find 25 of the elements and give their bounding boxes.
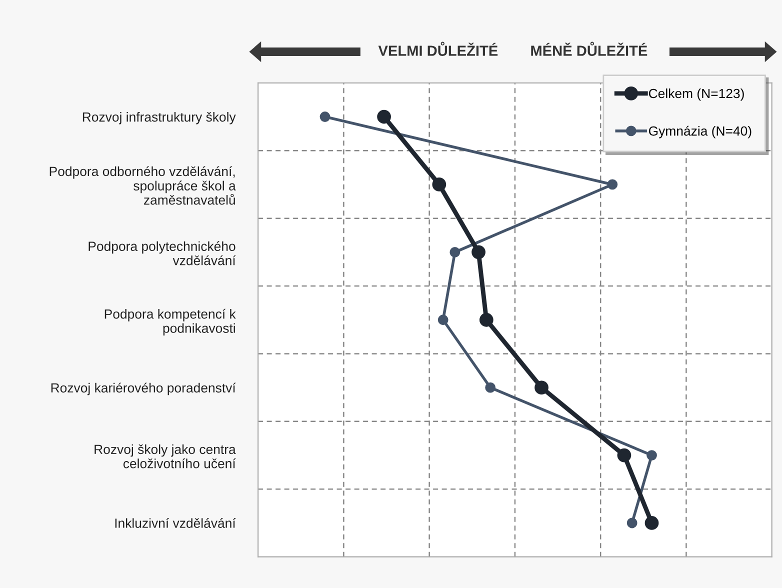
point (617, 448, 632, 462)
legend-label: Gymnázia (N=40) (648, 126, 752, 138)
point (472, 245, 486, 260)
point (320, 112, 330, 122)
point (438, 314, 448, 326)
y-tick-label: Rozvoj školy jako centra celoživotního učení (94, 444, 236, 468)
y-tick-label: Rozvoj kariérového poradenství (51, 382, 236, 396)
point (534, 380, 548, 395)
point (607, 179, 618, 190)
y-tick-label: Podpora kompetencí k podnikavosti (104, 308, 236, 336)
point (377, 110, 391, 124)
point (626, 518, 638, 528)
point (432, 178, 446, 192)
y-tick-label: Inkluzivní vzdělávání (115, 518, 236, 528)
point (646, 450, 657, 460)
point (644, 516, 659, 530)
text: MÉNĚ DŮLEŽITÉ (531, 42, 648, 56)
point (479, 312, 494, 327)
point (485, 382, 496, 393)
point (450, 246, 460, 258)
y-tick-label: Rozvoj infrastruktury školy (82, 112, 236, 124)
y-tick-label: Podpora polytechnického vzdělávání (88, 241, 236, 266)
text: VELMI DŮLEŽITÉ (378, 42, 498, 56)
legend-label: Celkem (N=123) (648, 88, 744, 101)
y-tick-label: Podpora odborného vzdělávání, spolupráce škol a zaměstnavatelů (50, 166, 236, 205)
